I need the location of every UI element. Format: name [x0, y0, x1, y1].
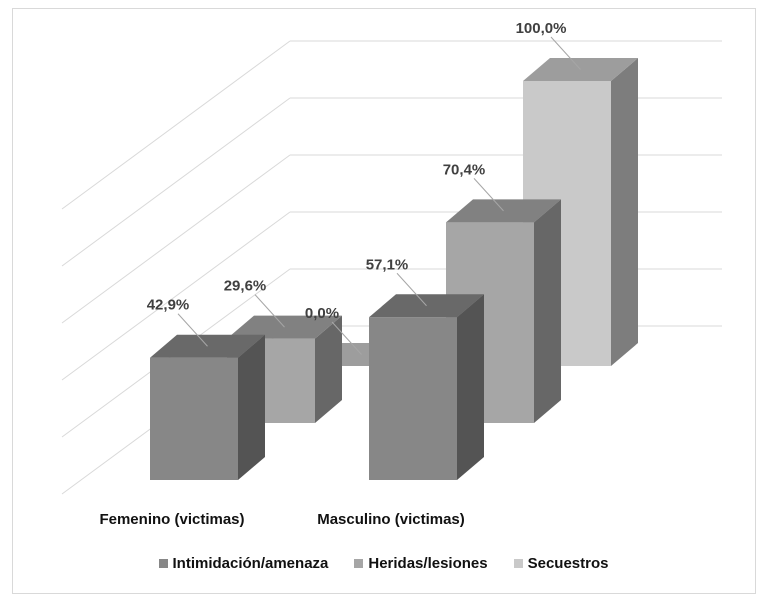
data-label: 70,4%	[443, 161, 486, 178]
data-label: 57,1%	[366, 256, 409, 273]
gridline	[61, 40, 722, 210]
leader-line	[473, 178, 504, 212]
category-label-femenino: Femenino (victimas)	[99, 511, 244, 528]
legend-label-secuestros: Secuestros	[527, 555, 609, 572]
legend-label-heridas: Heridas/lesiones	[368, 555, 488, 572]
data-label: 29,6%	[224, 278, 267, 295]
legend-item-intimidacion: Intimidación/amenaza	[158, 555, 329, 572]
legend: Intimidación/amenaza Heridas/lesiones Se…	[0, 555, 767, 572]
legend-item-heridas: Heridas/lesiones	[354, 555, 488, 572]
legend-swatch-secuestros	[513, 559, 523, 568]
gridline	[61, 154, 722, 324]
leader-line	[331, 321, 362, 355]
legend-label-intimidacion: Intimidación/amenaza	[172, 555, 329, 572]
legend-swatch-intimidacion	[158, 559, 168, 568]
leader-line	[254, 294, 285, 328]
category-label-masculino: Masculino (victimas)	[317, 511, 465, 528]
bar-0-1	[369, 294, 484, 480]
leader-line	[550, 36, 581, 70]
legend-swatch-heridas	[354, 559, 364, 568]
legend-item-secuestros: Secuestros	[513, 555, 609, 572]
data-label: 0,0%	[305, 305, 339, 322]
gridline	[61, 97, 722, 267]
data-label: 100,0%	[516, 20, 567, 37]
bar-0-0	[150, 334, 265, 480]
leader-line	[177, 313, 208, 347]
data-label: 42,9%	[147, 297, 190, 314]
data-labels: 0,0% 100,0% 29,6% 70,4% 42,9% 57,1%	[147, 20, 581, 355]
leader-line	[396, 272, 427, 307]
chart-frame	[12, 8, 756, 594]
